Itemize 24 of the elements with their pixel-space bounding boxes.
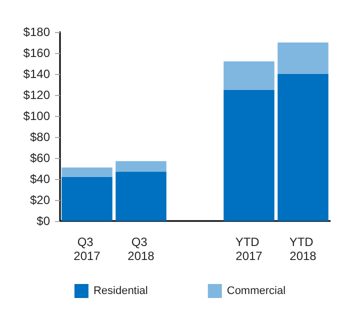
x-tick-label: YTD 2017 [235, 235, 263, 263]
y-tick-label: $20 [30, 193, 50, 207]
bar [116, 172, 166, 221]
y-tick-label: $80 [30, 130, 50, 144]
y-tick-label: $140 [23, 67, 50, 81]
bar [62, 176, 112, 221]
y-tick-label: $40 [30, 172, 50, 186]
bar [278, 42, 328, 74]
y-tick-label: $60 [30, 151, 50, 165]
y-tick-label: $120 [23, 88, 50, 102]
y-tick-label: $160 [23, 46, 50, 60]
y-tick-label: $100 [23, 109, 50, 123]
bar [278, 74, 328, 221]
x-tick-label: Q3 2017 [74, 235, 101, 263]
bar [224, 90, 274, 221]
y-tick-label: $0 [36, 214, 50, 228]
legend-label: Commercial [226, 285, 286, 297]
bar [62, 167, 112, 177]
x-tick-label: YTD 2018 [289, 235, 317, 263]
y-tick-label: $180 [23, 25, 50, 39]
legend-label: Residential [93, 285, 148, 297]
bar [224, 61, 274, 90]
bar [116, 161, 166, 172]
x-tick-label: Q3 2018 [128, 235, 155, 263]
